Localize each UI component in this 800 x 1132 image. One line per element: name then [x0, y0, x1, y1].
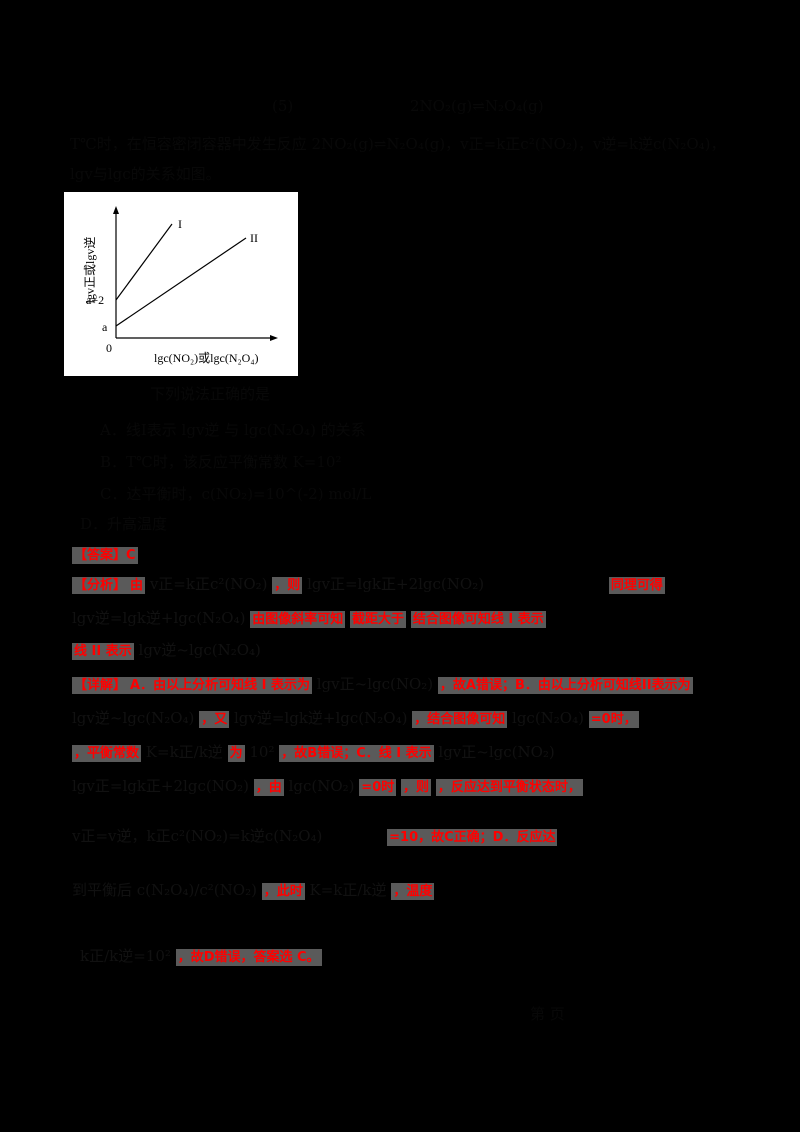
detail-line-4: lgv正=lgk正+2lgc(NO₂) ，由 lgc(NO₂) =0时 ，则 ，… — [72, 777, 583, 796]
page-footer: 第 页 — [530, 1005, 565, 1023]
detail-line-7: k正/k逆=10² ，故D错误，答案选 C。 — [80, 947, 322, 966]
svg-text:a: a — [102, 320, 108, 334]
detail-line-3: ，平衡常数 K=k正/k逆 为 10² ，故B错误；C．线 I 表示 lgv正~… — [72, 743, 555, 762]
title-fragment-1: (5) — [272, 97, 294, 115]
svg-text:II: II — [250, 231, 258, 245]
figure-caption: 下列说法正确的是 — [150, 385, 271, 403]
option-c: C．达平衡时，c(NO₂)=10^(-2) mol/L — [100, 485, 372, 503]
chart-figure: I II a+2 a 0 lgc(NO₂)或lgc(N₂O₄) lgv正或lgv… — [64, 192, 298, 376]
option-a: A．线I表示 lgv逆 与 lgc(N₂O₄) 的关系 — [100, 421, 366, 439]
detail-line-1: 【详解】 A．由以上分析可知线 I 表示为 lgv正~lgc(NO₂) ，故A错误… — [72, 675, 693, 694]
question-line-2: lgv与lgc的关系如图。 — [70, 165, 221, 183]
svg-text:0: 0 — [106, 341, 112, 355]
line-chart: I II a+2 a 0 lgc(NO₂)或lgc(N₂O₄) lgv正或lgv… — [82, 206, 278, 365]
svg-text:lgc(NO₂)或lgc(N₂O₄): lgc(NO₂)或lgc(N₂O₄) — [154, 351, 259, 365]
svg-text:a+2: a+2 — [86, 293, 104, 307]
analysis-line-2: lgv逆=lgk逆+lgc(N₂O₄) 由图像斜率可知 截距大于 结合图像可知线… — [72, 609, 546, 628]
option-b: B．T℃时，该反应平衡常数 K=10² — [100, 453, 342, 471]
analysis-line-1: 【分析】由 v正=k正c²(NO₂) ，则 lgv正=lgk正+2lgc(NO₂… — [72, 575, 665, 594]
answer-label: 【答案】C — [72, 547, 138, 564]
svg-text:I: I — [178, 217, 182, 231]
detail-line-5: v正=v逆，k正c²(NO₂)=k逆c(N₂O₄) =10，故C正确；D．反应达 — [72, 827, 558, 846]
header-title: (5) — [272, 96, 293, 116]
detail-line-6: 到平衡后 c(N₂O₄)/c²(NO₂) ，此时 K=k正/k逆 ，温度 — [72, 881, 435, 900]
analysis-line-3: 线 II 表示 lgv逆~lgc(N₂O₄) — [72, 641, 261, 660]
title-fragment-2: 2NO₂(g)⇌N₂O₄(g) — [410, 97, 544, 115]
svg-text:lgv正或lgv逆: lgv正或lgv逆 — [82, 237, 97, 304]
detail-line-2: lgv逆~lgc(N₂O₄) ，又 lgv逆=lgk逆+lgc(N₂O₄) ，结… — [72, 709, 639, 728]
question-line-1: T℃时，在恒容密闭容器中发生反应 2NO₂(g)⇌N₂O₄(g)，v正=k正c²… — [70, 135, 726, 153]
header-subtitle: 2NO₂(g)⇌N₂O₄(g) — [410, 96, 544, 116]
option-d: D．升高温度 — [80, 515, 168, 533]
